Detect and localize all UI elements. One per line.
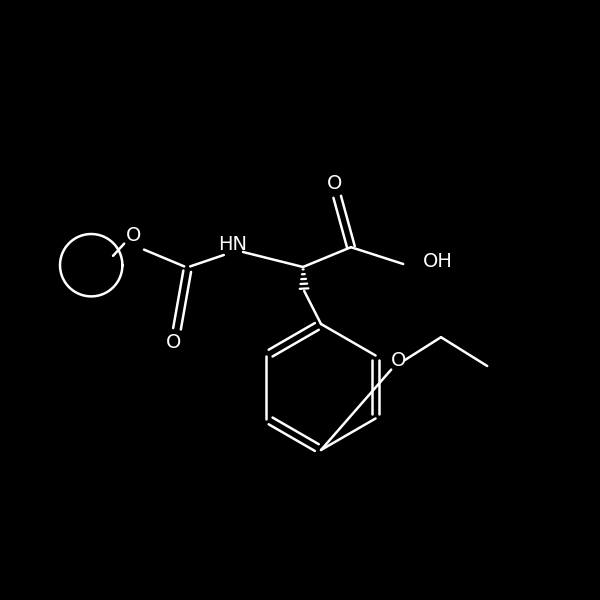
Text: O: O (391, 350, 406, 370)
Text: O: O (326, 174, 342, 193)
Text: O: O (166, 332, 182, 352)
Text: OH: OH (422, 251, 452, 271)
Text: O: O (126, 226, 142, 245)
Text: HN: HN (218, 235, 247, 254)
